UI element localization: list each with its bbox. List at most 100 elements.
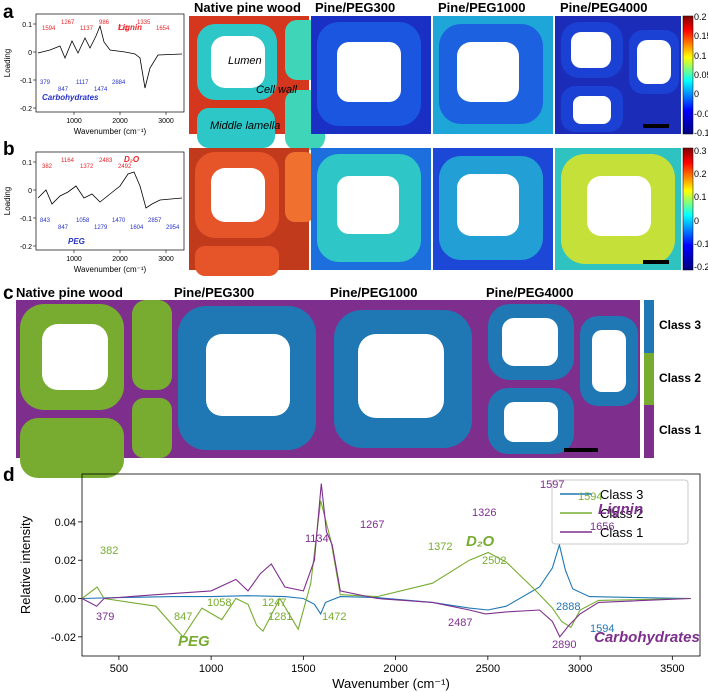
x-tick-label: 2000 [112,256,128,263]
loading-curve [37,24,183,89]
x-tick-label: 500 [110,663,128,675]
peg-label: PEG [68,237,85,246]
heatmap-row-b [189,148,681,276]
class-legend [644,300,654,458]
red-peak-label: 1164 [61,158,75,164]
colorbar-a [682,15,694,135]
annotation-label: 1267 [360,519,384,531]
annotation-label: Lignin [598,501,643,518]
colorbar-tick: 0.1 [694,50,707,61]
loading-curve [37,171,183,209]
annotation-label: 382 [100,545,118,557]
panel-letter-d: d [3,465,15,486]
y-tick-label: -0.1 [20,216,32,223]
red-peak-label: 1654 [156,26,170,32]
y-tick-label: 0 [28,188,32,195]
blue-peak-label: 1058 [76,218,90,224]
y-tick-label: 0.1 [22,160,32,167]
annotation-label: 1372 [428,541,452,553]
red-peak-label: 986 [99,20,110,26]
colorbar-tick: -0.1 [694,238,708,249]
red-peak-label: 1137 [80,26,94,32]
x-tick-label: 2500 [476,663,500,675]
blue-peak-label: 2884 [112,80,126,86]
title-c-peg4000: Pine/PEG4000 [486,285,574,300]
blue-peak-label: 1117 [76,80,89,86]
title-c-peg1000: Pine/PEG1000 [330,285,418,300]
colorbar-b [682,147,694,271]
y-tick-label: 0.04 [55,517,76,529]
y-tick-label: 0 [28,50,32,57]
red-peak-label: 1267 [61,20,75,26]
annotation-label: 1247 [262,597,286,609]
title-a-native: Native pine wood [194,0,301,15]
panel-letter-b: b [3,139,15,160]
annotation-label: 1326 [472,507,496,519]
blue-peak-label: 2857 [148,218,162,224]
class-legend-3: Class 3 [659,318,702,332]
label-lumen: Lumen [228,55,262,67]
annotation-label: 1656 [590,521,614,533]
y-tick-label: -0.02 [51,632,76,644]
red-peak-label: 1594 [42,26,56,32]
colorbar-tick: 0.3 [694,146,707,156]
legend-box [551,479,689,545]
y-tick-label: 0.02 [55,555,76,567]
blue-peak-label: 1604 [130,225,144,231]
series-line-class-2 [81,500,691,638]
annotation-label: 1058 [207,597,231,609]
y-tick-label: -0.2 [20,106,32,113]
title-a-peg4000: Pine/PEG4000 [560,0,648,15]
x-axis-label: Wavenumber (cm⁻¹) [332,676,450,691]
red-peak-label: 382 [42,164,53,170]
x-tick-label: 3000 [158,118,174,125]
series-line-class-3 [81,542,691,616]
plot-frame [35,13,185,113]
x-tick-label: 1000 [66,256,82,263]
annotation-label: 2487 [448,617,472,629]
panel-letter-c: c [3,283,14,304]
title-c-native: Native pine wood [16,285,123,300]
annotation-label: 1594 [590,623,614,635]
label-middle-lamella: Middle lamella [210,120,281,132]
red-peak-label: 772 [118,26,129,32]
annotation-label: 379 [96,611,114,623]
y-tick-label: 0.00 [55,594,76,606]
loading-plot-a: 0.1 0 -0.1 -0.2 1000 2000 3000 Wavenumber (cm⁻¹… [3,13,185,136]
d2o-label: D₂O [124,155,140,164]
annotation-label: 1594 [578,491,602,503]
annotation-label: 2502 [482,555,506,567]
x-tick-label: 2000 [383,663,407,675]
panel-letter-a: a [3,2,14,23]
x-axis-label: Wavenumber (cm⁻¹) [74,127,147,136]
class-maps-row-c [16,300,640,478]
annotation-label: D₂O [466,533,495,550]
annotation-label: 1281 [268,611,292,623]
chart-frame [81,473,701,657]
x-tick-label: 1500 [291,663,315,675]
colorbar-a-ticks: 0.2 0.15 0.1 0.05 0 -0.05 -0.1 [694,12,708,138]
colorbar-tick: 0.2 [694,169,707,180]
y-axis-label: Loading [3,187,12,215]
annotation-label: Carbohydrates [594,629,700,646]
colorbar-b-ticks: 0.3 0.2 0.1 0 -0.1 -0.2 [694,146,708,272]
y-axis-label: Relative intensity [18,515,33,614]
annotation-label: 1597 [540,479,564,491]
class-legend-2: Class 2 [659,371,702,385]
colorbar-tick: 0 [694,215,700,226]
annotation-label: 2890 [552,639,576,651]
y-tick-label: -0.2 [20,244,32,251]
class-legend-1: Class 1 [659,423,702,437]
annotation-label: PEG [178,633,210,650]
y-tick-label: 0.1 [22,22,32,29]
red-peak-label: 2483 [99,158,113,164]
x-axis-label: Wavenumber (cm⁻¹) [74,265,147,274]
red-peak-label: 2492 [118,164,132,170]
title-a-peg1000: Pine/PEG1000 [438,0,526,15]
blue-peak-label: 2954 [166,225,180,231]
legend-entry: Class 3 [600,487,643,502]
colorbar-tick: 0.15 [694,31,708,42]
blue-peak-label: 847 [58,225,69,231]
legend-entry: Class 1 [600,525,643,540]
colorbar-tick: -0.05 [694,108,708,119]
